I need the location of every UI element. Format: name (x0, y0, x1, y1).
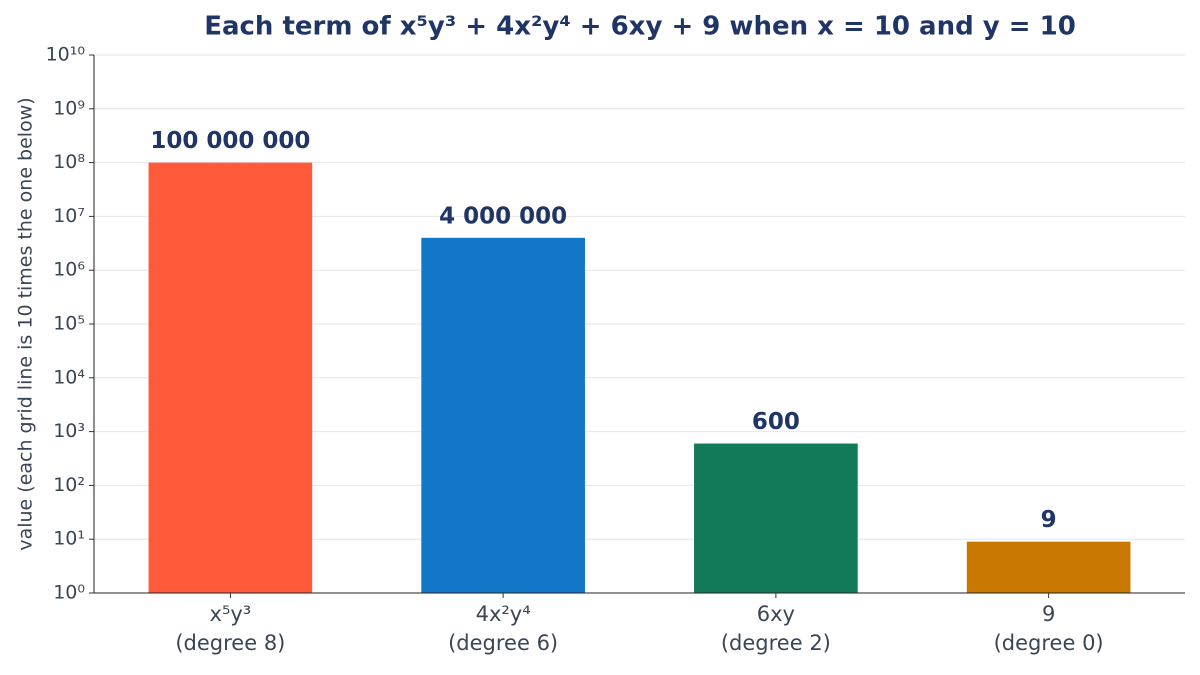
y-tick-label: 10¹⁰ (46, 44, 85, 66)
y-tick-label: 10⁶ (53, 259, 85, 281)
y-tick-label: 10¹ (53, 528, 85, 550)
y-tick-label: 10⁸ (53, 151, 85, 173)
y-tick-label: 10⁴ (53, 366, 85, 388)
y-axis-label: value (each grid line is 10 times the on… (15, 97, 37, 550)
x-tick-label: 9 (degree 0) (993, 602, 1104, 655)
y-tick-label: 10⁰ (53, 582, 85, 604)
bar (966, 541, 1131, 593)
x-tick-label: 6xy (degree 2) (720, 602, 831, 655)
value-label: 4 000 000 (439, 203, 567, 229)
x-tick-label: 4x²y⁴ (degree 6) (448, 602, 559, 655)
value-label: 9 (1041, 507, 1057, 533)
y-tick-label: 10⁹ (53, 97, 85, 119)
y-tick-label: 10³ (53, 420, 85, 442)
x-tick-label: x⁵y³ (degree 8) (175, 602, 286, 655)
bar (421, 237, 585, 593)
chart-title: Each term of x⁵y³ + 4x²y⁴ + 6xy + 9 when… (204, 12, 1076, 42)
bar (148, 162, 313, 593)
y-tick-label: 10⁵ (53, 313, 85, 335)
y-tick-label: 10⁷ (53, 205, 85, 227)
value-label: 100 000 000 (150, 128, 310, 154)
bar (694, 443, 858, 593)
value-label: 600 (752, 409, 800, 435)
y-tick-label: 10² (53, 474, 85, 496)
